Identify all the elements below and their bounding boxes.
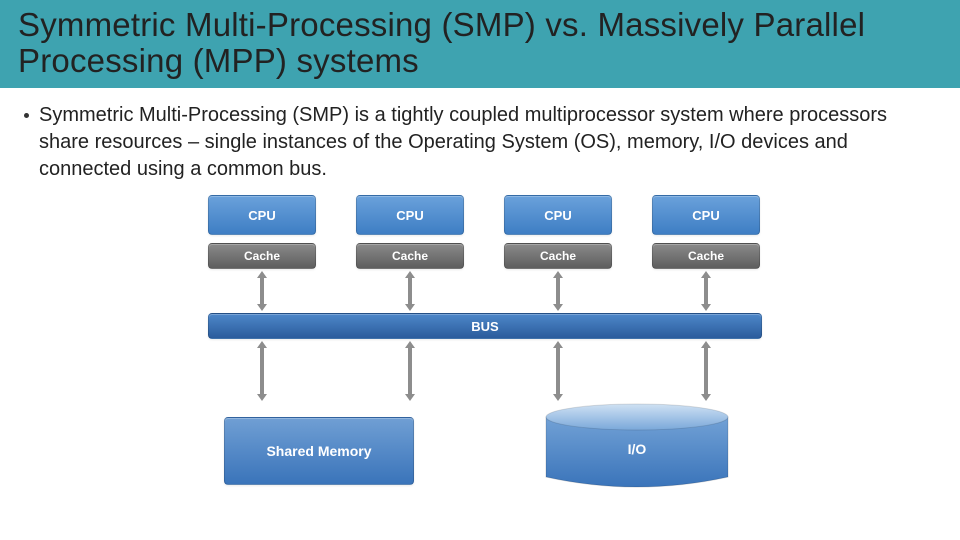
shared-memory-box: Shared Memory [224,417,414,485]
cpu-box-0: CPU [208,195,316,235]
arrow-cache-bus-0 [256,271,268,311]
arrow-cache-bus-1 [404,271,416,311]
cpu-box-3: CPU [652,195,760,235]
cache-box-1: Cache [356,243,464,269]
arrow-cache-bus-3 [700,271,712,311]
bullet-dot-icon [24,113,29,118]
slide-title: Symmetric Multi-Processing (SMP) vs. Mas… [18,7,942,80]
cpu-box-1: CPU [356,195,464,235]
cache-box-2: Cache [504,243,612,269]
bus-box: BUS [208,313,762,339]
arrow-cache-bus-2 [552,271,564,311]
bullet-item: Symmetric Multi-Processing (SMP) is a ti… [0,88,960,183]
io-cylinder: I/O [542,403,732,491]
cpu-box-2: CPU [504,195,612,235]
cache-box-3: Cache [652,243,760,269]
bullet-text: Symmetric Multi-Processing (SMP) is a ti… [39,102,936,183]
arrow-bus-down-1 [404,341,416,401]
arrow-bus-down-2 [552,341,564,401]
title-bar: Symmetric Multi-Processing (SMP) vs. Mas… [0,0,960,88]
arrow-bus-down-0 [256,341,268,401]
arrow-bus-down-3 [700,341,712,401]
cache-box-0: Cache [208,243,316,269]
smp-diagram: CPUCache CPUCache CPUCache CPUCache BUS … [190,195,770,525]
